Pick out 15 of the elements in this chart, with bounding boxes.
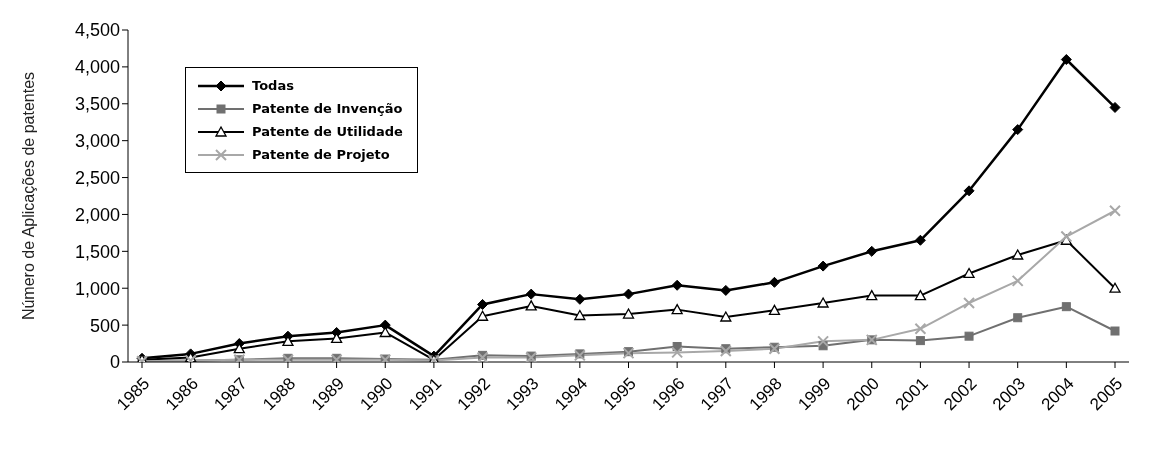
y-tick-label: 4,000 bbox=[74, 57, 120, 78]
y-tick-label: 4,500 bbox=[74, 20, 120, 41]
legend-label: Todas bbox=[252, 78, 294, 93]
y-tick-label: 2,000 bbox=[74, 204, 120, 225]
y-tick-label: 1,000 bbox=[74, 278, 120, 299]
y-tick-label: 3,000 bbox=[74, 131, 120, 152]
y-tick-label: 1,500 bbox=[74, 241, 120, 262]
y-tick-label: 500 bbox=[89, 315, 120, 336]
y-tick-label: 0 bbox=[109, 352, 120, 373]
legend-label: Patente de Projeto bbox=[252, 147, 390, 162]
y-tick-label: 2,500 bbox=[74, 167, 120, 188]
y-tick-label: 3,500 bbox=[74, 94, 120, 115]
y-axis-title: Número de Aplicações de patentes bbox=[19, 71, 37, 321]
legend-label: Patente de Utilidade bbox=[252, 124, 403, 139]
legend-label: Patente de Invenção bbox=[252, 101, 403, 116]
